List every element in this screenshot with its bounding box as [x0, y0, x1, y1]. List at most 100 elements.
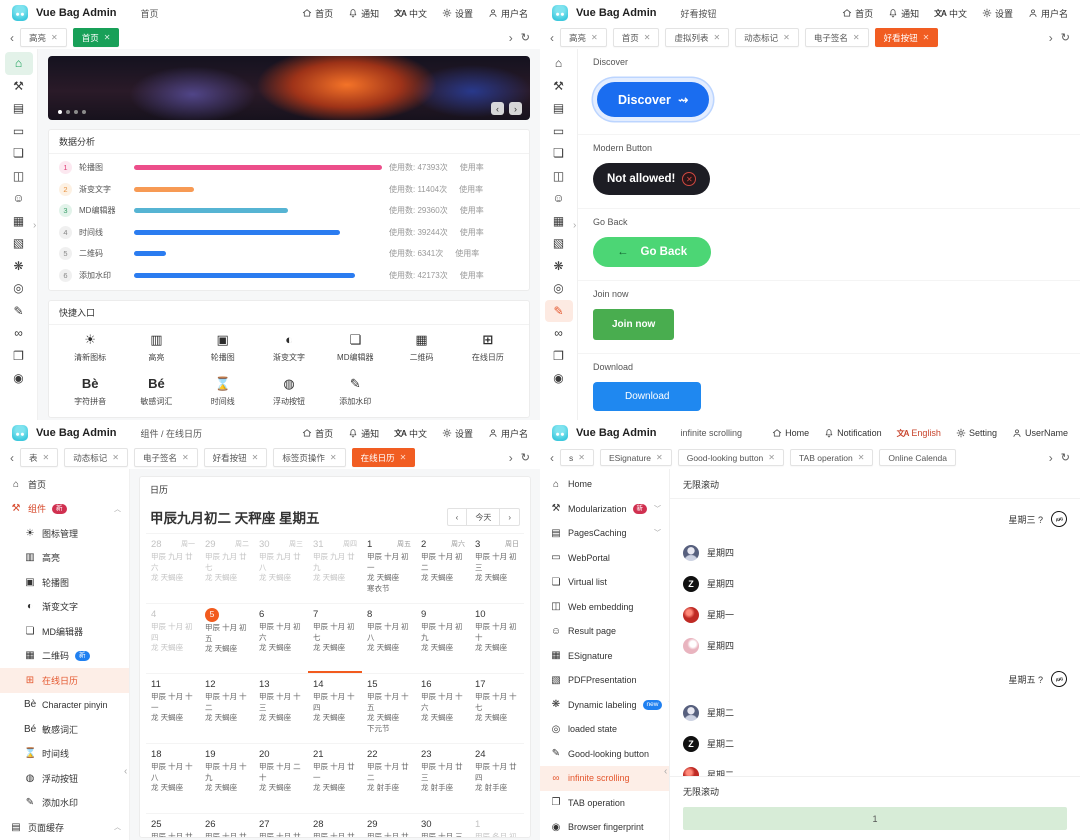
quick-entry-字符拼音[interactable]: Bè 字符拼音: [57, 377, 123, 407]
tab-s[interactable]: s ✕: [560, 449, 594, 466]
quick-entry-高亮[interactable]: ▥ 高亮: [123, 333, 189, 363]
carousel-dot[interactable]: [66, 110, 70, 114]
sidebar-item-md-editor[interactable]: ❏ MD编辑器: [0, 619, 129, 644]
calendar-cell[interactable]: 21 甲辰 十月 廿一龙 天蝎座: [308, 743, 362, 813]
quick-entry-添加水印[interactable]: ✎ 添加水印: [322, 377, 388, 407]
tab-close-icon[interactable]: ✕: [852, 32, 860, 42]
nav-user[interactable]: UserName: [1012, 428, 1068, 438]
tab-close-icon[interactable]: ✕: [329, 452, 337, 462]
tab-ESignature[interactable]: ESignature ✕: [599, 449, 672, 466]
rail-item-e-signature-icon[interactable]: ▦: [12, 213, 25, 228]
rail-item-dynamic-labeling-icon[interactable]: ❋: [13, 258, 24, 273]
calendar-cell[interactable]: 14 甲辰 十月 十四龙 天蝎座: [308, 673, 362, 743]
sidebar-collapse-icon[interactable]: ‹: [664, 765, 668, 777]
carousel-dot[interactable]: [74, 110, 78, 114]
sidebar-item-result-page[interactable]: ☺ Result page: [540, 619, 669, 644]
calendar-cell[interactable]: 10 甲辰 十月 初十龙 天蝎座: [470, 603, 524, 673]
tab-close-icon[interactable]: ✕: [857, 452, 865, 462]
nav-setting[interactable]: 设置: [442, 7, 473, 20]
tab-close-icon[interactable]: ✕: [42, 452, 50, 462]
tab-高亮[interactable]: 高亮 ✕: [20, 28, 67, 47]
tab-电子签名[interactable]: 电子签名 ✕: [133, 448, 198, 467]
calendar-cell[interactable]: 28 周一 甲辰 九月 廿六龙 天蝎座: [146, 533, 200, 603]
nav-notification[interactable]: 通知: [888, 7, 919, 20]
nav-notification[interactable]: Notification: [824, 428, 882, 438]
rail-item-loaded-state-icon[interactable]: ◎: [13, 281, 24, 296]
calendar-cell[interactable]: 1甲辰 冬月 初一蛇 射手座: [470, 813, 524, 837]
sidebar-expand-icon[interactable]: ›: [573, 219, 577, 231]
nav-user[interactable]: 用户名: [488, 427, 528, 440]
nav-lang[interactable]: 文A 中文: [934, 7, 967, 20]
nav-notification[interactable]: 通知: [348, 7, 379, 20]
tab-好看按钮[interactable]: 好看按钮 ✕: [203, 448, 268, 467]
tab-close-icon[interactable]: ✕: [591, 32, 598, 42]
sidebar-item-modularization[interactable]: ⚒ Modularization 新 ﹀: [540, 497, 669, 522]
carousel-dot[interactable]: [82, 110, 86, 114]
tab-close-icon[interactable]: ✕: [922, 32, 930, 42]
calendar-today-button[interactable]: 今天: [467, 508, 500, 526]
calendar-cell[interactable]: 12 甲辰 十月 十二龙 天蝎座: [200, 673, 254, 743]
sidebar-item-browser-fingerprint[interactable]: ◉ Browser fingerprint: [540, 815, 669, 840]
rail-item-web-portal-icon[interactable]: ▭: [12, 123, 25, 138]
tab-close-icon[interactable]: ✕: [112, 452, 119, 462]
quick-entry-在线日历[interactable]: ⊞ 在线日历: [455, 333, 521, 363]
tab-电子签名[interactable]: 电子签名 ✕: [804, 28, 869, 47]
tabs-scroll-right-icon[interactable]: ›: [1048, 450, 1053, 465]
nav-home[interactable]: Home: [772, 428, 809, 438]
nav-home[interactable]: 首页: [302, 7, 333, 20]
calendar-cell[interactable]: 30 周三 甲辰 九月 廿八龙 天蝎座: [254, 533, 308, 603]
tab-Online Calenda[interactable]: Online Calenda: [879, 449, 957, 466]
quick-entry-时间线[interactable]: ⌛ 时间线: [190, 377, 256, 407]
tab-refresh-icon[interactable]: ↻: [1060, 452, 1070, 464]
tab-close-icon[interactable]: ✕: [578, 452, 585, 462]
calendar-cell[interactable]: 20 甲辰 十月 二十龙 天蝎座: [254, 743, 308, 813]
sidebar-item-icon-management[interactable]: ☀ 图标管理: [0, 521, 129, 546]
pagination-bar[interactable]: 1: [683, 807, 1067, 830]
sidebar-item-pages-caching[interactable]: ▤ PagesCaching ﹀: [540, 521, 669, 546]
tab-close-icon[interactable]: ✕: [251, 452, 259, 462]
rail-item-pdf-presentation-icon[interactable]: ▧: [552, 236, 565, 251]
calendar-cell[interactable]: 8 甲辰 十月 初八龙 天蝎座: [362, 603, 416, 673]
tabs-scroll-left-icon[interactable]: ‹: [10, 30, 14, 45]
calendar-cell[interactable]: 4 甲辰 十月 初四龙 天蝎座: [146, 603, 200, 673]
sidebar-item-loaded-state[interactable]: ◎ loaded state: [540, 717, 669, 742]
sidebar-item-home[interactable]: ⌂ Home: [540, 472, 669, 497]
tab-动态标记[interactable]: 动态标记 ✕: [735, 28, 799, 47]
nav-lang[interactable]: 文A 中文: [394, 7, 427, 20]
nav-user[interactable]: 用户名: [1028, 7, 1068, 20]
calendar-prev-button[interactable]: ‹: [446, 508, 468, 526]
not-allowed-button[interactable]: Not allowed! ✕: [593, 163, 711, 195]
calendar-cell[interactable]: 18 甲辰 十月 十八龙 天蝎座: [146, 743, 200, 813]
calendar-cell[interactable]: 1 周五 甲辰 十月 初一龙 天蝎座 寒衣节: [362, 533, 416, 603]
nav-home[interactable]: 首页: [302, 427, 333, 440]
tabs-scroll-right-icon[interactable]: ›: [508, 30, 513, 45]
sidebar-item-carousel[interactable]: ▣ 轮播图: [0, 570, 129, 595]
tab-表[interactable]: 表 ✕: [20, 448, 59, 467]
rail-item-result-page-icon[interactable]: ☺: [552, 191, 565, 206]
nav-lang[interactable]: 文A 中文: [394, 427, 427, 440]
sidebar-item-online-calendar[interactable]: ⊞ 在线日历: [0, 668, 129, 693]
sidebar-item-character-pinyin[interactable]: Bè Character pinyin: [0, 693, 129, 718]
tab-close-icon[interactable]: ✕: [51, 32, 58, 42]
rail-item-virtual-list-icon[interactable]: ❏: [13, 146, 24, 161]
rail-item-modularization-icon[interactable]: ⚒: [553, 78, 564, 93]
sidebar-item-pdf-presentation[interactable]: ▧ PDFPresentation: [540, 668, 669, 693]
calendar-cell[interactable]: 17 甲辰 十月 十七龙 天蝎座: [470, 673, 524, 743]
rail-item-browser-fingerprint-icon[interactable]: ◉: [553, 371, 564, 386]
tabs-scroll-left-icon[interactable]: ‹: [10, 450, 14, 465]
tabs-scroll-right-icon[interactable]: ›: [1048, 30, 1053, 45]
go-back-button[interactable]: ← Go Back: [593, 237, 712, 267]
tab-refresh-icon[interactable]: ↻: [520, 32, 530, 44]
nav-setting[interactable]: Setting: [956, 428, 997, 438]
rail-item-dynamic-labeling-icon[interactable]: ❋: [553, 258, 564, 273]
rail-item-tab-operation-icon[interactable]: ❐: [13, 348, 24, 363]
tab-close-icon[interactable]: ✕: [181, 452, 189, 462]
rail-item-good-looking-button-icon[interactable]: ✎: [13, 303, 24, 318]
calendar-cell[interactable]: 29 周二 甲辰 九月 廿七龙 天蝎座: [200, 533, 254, 603]
quick-entry-清新图标[interactable]: ☀ 清新图标: [57, 333, 123, 363]
